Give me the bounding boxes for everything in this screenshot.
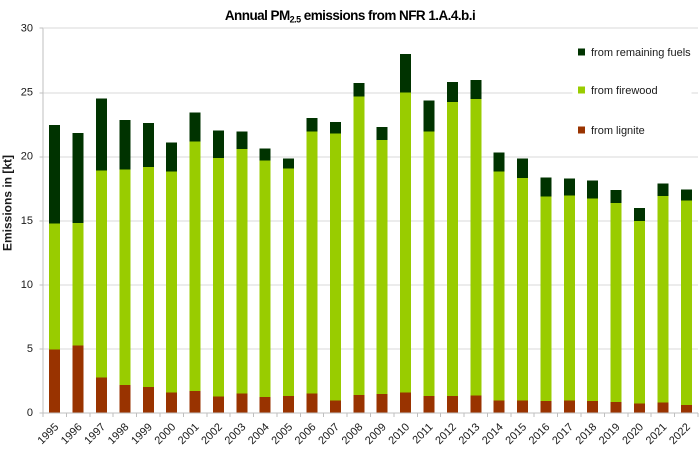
svg-text:15: 15	[21, 215, 33, 227]
svg-text:25: 25	[21, 87, 33, 99]
svg-text:10: 10	[21, 279, 33, 291]
svg-text:30: 30	[21, 23, 33, 35]
svg-text:Annual PM2.5 emissions from NF: Annual PM2.5 emissions from NFR 1.A.4.b.…	[225, 8, 475, 25]
svg-text:0: 0	[27, 407, 33, 419]
svg-text:Emissions in [kt]: Emissions in [kt]	[1, 155, 15, 251]
svg-text:20: 20	[21, 151, 33, 163]
svg-text:5: 5	[27, 343, 33, 355]
svg-text:from remaining fuels: from remaining fuels	[591, 47, 691, 59]
svg-text:from lignite: from lignite	[591, 125, 645, 137]
svg-text:from firewood: from firewood	[591, 85, 658, 97]
